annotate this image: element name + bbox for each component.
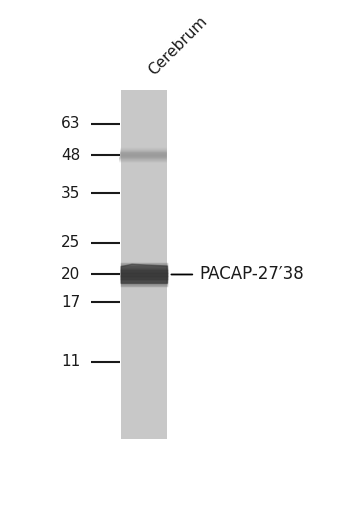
Text: 25: 25 bbox=[61, 235, 80, 250]
Bar bbox=[121, 90, 167, 440]
Text: 20: 20 bbox=[61, 267, 80, 282]
Text: 11: 11 bbox=[61, 354, 80, 369]
Text: 63: 63 bbox=[61, 116, 80, 131]
Text: PACAP-27′38: PACAP-27′38 bbox=[199, 266, 304, 283]
Text: Cerebrum: Cerebrum bbox=[145, 13, 210, 78]
Text: 35: 35 bbox=[61, 186, 80, 201]
Text: 48: 48 bbox=[61, 148, 80, 163]
Text: 17: 17 bbox=[61, 295, 80, 310]
